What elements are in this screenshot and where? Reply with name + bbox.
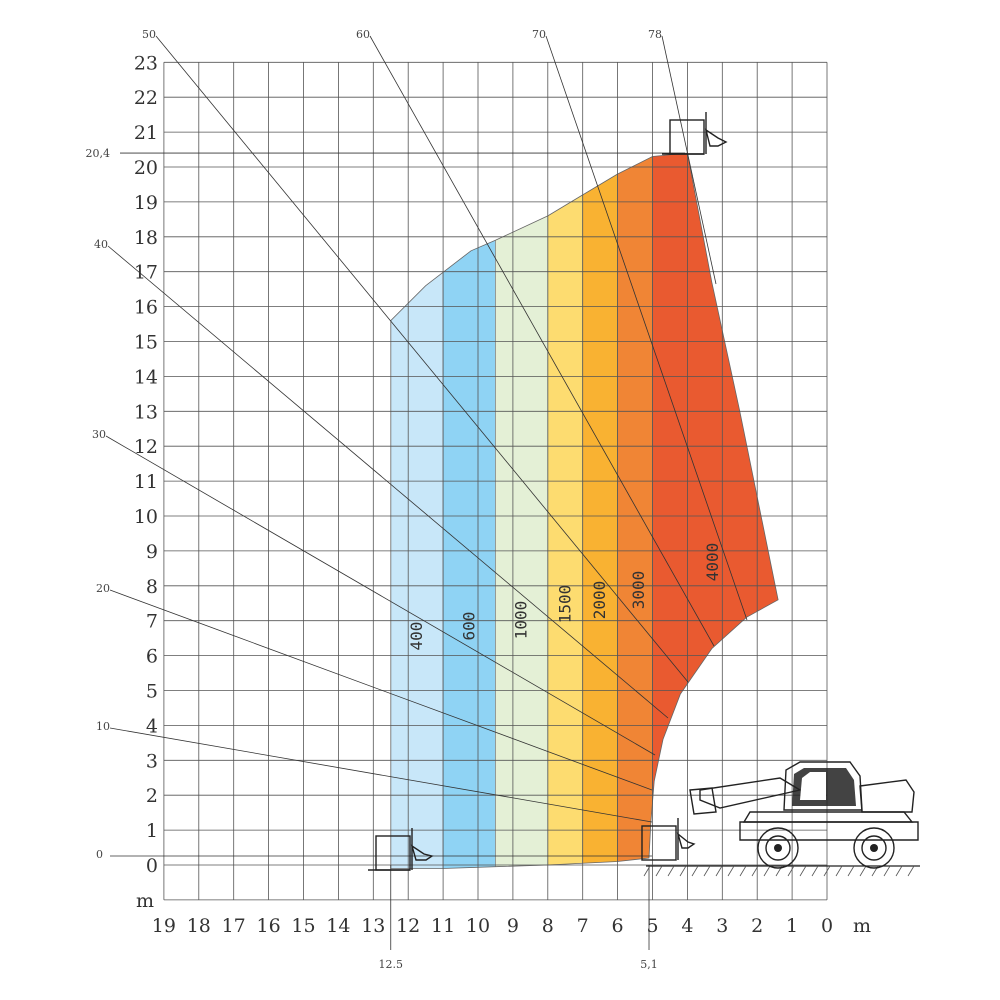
y-tick-3: 3 <box>146 750 158 772</box>
zone-label-4000: 4000 <box>703 543 722 582</box>
y-tick-7: 7 <box>146 611 158 633</box>
angle-line-60 <box>369 35 715 647</box>
y-tick-22: 22 <box>134 87 158 109</box>
forks-base-icon <box>641 818 696 861</box>
y-tick-0: 0 <box>146 855 158 877</box>
x-tick-6: 6 <box>612 915 624 937</box>
x-tick-8: 8 <box>542 915 554 937</box>
x-tick-0: 0 <box>821 915 833 937</box>
angle-line-20 <box>109 589 653 791</box>
angle-label-20: 20 <box>96 582 110 595</box>
angle-line-78 <box>661 35 717 285</box>
load-zone-1500 <box>547 153 583 869</box>
y-tick-16: 16 <box>134 297 158 319</box>
zone-label-2000: 2000 <box>590 581 609 620</box>
x-tick-7: 7 <box>577 915 589 937</box>
y-tick-12: 12 <box>134 436 158 458</box>
x-tick-9: 9 <box>507 915 519 937</box>
load-zones <box>390 152 779 869</box>
x-tick-2: 2 <box>751 915 763 937</box>
angle-label-70: 70 <box>532 28 546 41</box>
y-tick-14: 14 <box>134 366 158 388</box>
x-tick-10: 10 <box>466 915 490 937</box>
y-tick-20: 20 <box>134 157 158 179</box>
y-tick-4: 4 <box>146 715 158 737</box>
zone-label-1500: 1500 <box>555 585 574 624</box>
load-zone-3000 <box>617 153 653 869</box>
y-tick-2: 2 <box>146 785 158 807</box>
forks-outreach-icon <box>368 828 434 871</box>
chart-grid <box>163 61 828 901</box>
angle-label-78: 78 <box>648 28 662 41</box>
x-tick-15: 15 <box>291 915 315 937</box>
x-tick-12: 12 <box>396 915 420 937</box>
y-tick-18: 18 <box>134 227 158 249</box>
zone-label-600: 600 <box>459 612 478 641</box>
x-tick-4: 4 <box>681 915 693 937</box>
x-tick-1: 1 <box>786 915 798 937</box>
load-zone-1000 <box>495 153 549 869</box>
y-tick-11: 11 <box>134 471 158 493</box>
zone-label-400: 400 <box>407 622 426 651</box>
x-tick-18: 18 <box>187 915 211 937</box>
angle-label-10: 10 <box>96 720 110 733</box>
axis-ticks: 01234567891011121314151617181920212223m1… <box>134 52 871 937</box>
x-tick-17: 17 <box>222 915 246 937</box>
y-tick-23: 23 <box>134 52 158 74</box>
y-tick-17: 17 <box>134 262 158 284</box>
annotation-12.5: 12.5 <box>379 958 404 971</box>
x-tick-16: 16 <box>257 915 281 937</box>
y-tick-15: 15 <box>134 332 158 354</box>
y-tick-1: 1 <box>146 820 158 842</box>
y-tick-13: 13 <box>134 401 158 423</box>
y-tick-9: 9 <box>146 541 158 563</box>
y-tick-5: 5 <box>146 681 158 703</box>
load-zone-400 <box>390 153 444 869</box>
angle-label-50: 50 <box>142 28 156 41</box>
load-zone-2000 <box>582 153 618 869</box>
angle-label-30: 30 <box>92 428 106 441</box>
zone-label-3000: 3000 <box>629 571 648 610</box>
x-tick-13: 13 <box>361 915 385 937</box>
y-tick-19: 19 <box>134 192 158 214</box>
angle-line-30 <box>105 435 656 756</box>
load-zone-labels: 400 600 1000 1500 2000 3000 4000 <box>407 543 722 651</box>
y-tick-10: 10 <box>134 506 158 528</box>
forks-max-height-icon <box>662 112 728 155</box>
x-tick-5: 5 <box>646 915 658 937</box>
angle-label-60: 60 <box>356 28 370 41</box>
y-axis-unit: m <box>136 890 154 912</box>
angle-line-70 <box>545 35 748 621</box>
chart-annotations: 20,4 12.5 5,1 <box>86 147 685 971</box>
x-tick-14: 14 <box>326 915 350 937</box>
angle-label-0: 0 <box>96 848 103 861</box>
angle-line-40 <box>107 245 669 719</box>
annotation-5,1: 5,1 <box>640 958 658 971</box>
y-tick-6: 6 <box>146 646 158 668</box>
x-tick-19: 19 <box>152 915 176 937</box>
annotation-20,4: 20,4 <box>86 147 111 160</box>
x-tick-11: 11 <box>431 915 455 937</box>
zone-label-1000: 1000 <box>512 601 531 640</box>
x-axis-unit: m <box>853 915 871 937</box>
telehandler-icon <box>643 761 920 877</box>
angle-label-40: 40 <box>94 238 108 251</box>
x-tick-3: 3 <box>716 915 728 937</box>
y-tick-8: 8 <box>146 576 158 598</box>
angle-line-50 <box>155 35 689 683</box>
y-tick-21: 21 <box>134 122 158 144</box>
angle-line-10 <box>109 727 653 823</box>
load-zone-600 <box>442 153 496 869</box>
